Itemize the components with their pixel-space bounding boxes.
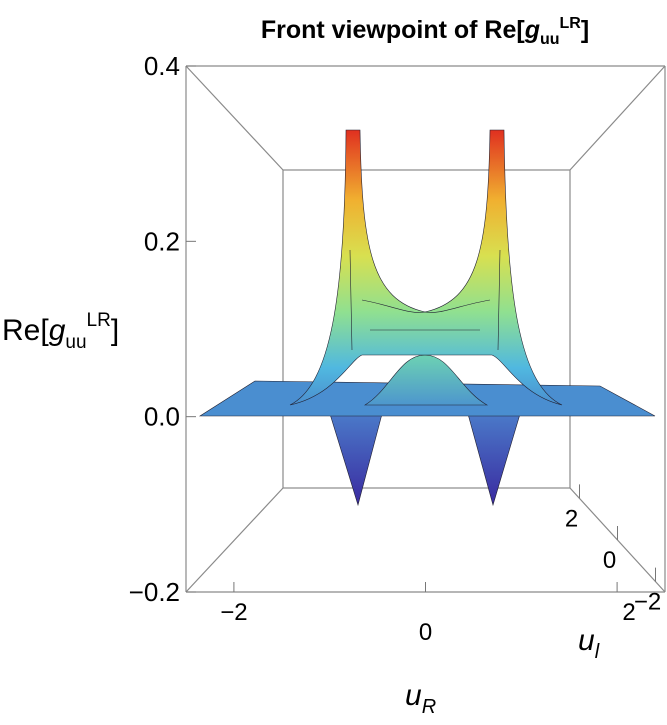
z-tick-label: 0.2 <box>144 226 180 256</box>
x-tick-label: 2 <box>622 599 635 626</box>
bump <box>363 354 489 406</box>
title-text: ] <box>581 16 589 44</box>
surface <box>198 129 656 507</box>
dip <box>467 413 521 507</box>
label-sub: uu <box>65 332 86 353</box>
bounding-box <box>185 65 666 593</box>
label-symbol: g <box>49 314 66 347</box>
label-text: Re[ <box>2 314 49 347</box>
y-tick-label: 0 <box>603 547 616 574</box>
ridge <box>289 129 563 406</box>
title-sub: uu <box>540 31 560 48</box>
z-axis-label: Re[guuLR] <box>2 310 119 353</box>
label-text: ] <box>111 314 119 347</box>
z-tick-label: −0.2 <box>129 577 180 607</box>
label-sub: l <box>595 641 600 663</box>
y-tick-label: 2 <box>565 505 578 532</box>
label-symbol: u <box>405 679 422 712</box>
label-sub: R <box>422 696 436 718</box>
label-symbol: u <box>578 624 595 657</box>
label-sup: LR <box>87 310 111 331</box>
x-tick-label: −2 <box>220 599 247 626</box>
y-axis-label: ul <box>578 624 600 663</box>
chart-title: Front viewpoint of Re[guuLR] <box>261 15 589 48</box>
title-symbol: g <box>524 16 540 44</box>
dip <box>329 413 383 507</box>
z-tick-label: 0.0 <box>144 402 180 432</box>
x-axis-label: uR <box>405 679 436 718</box>
y-tick-label: −2 <box>634 589 661 616</box>
x-tick-label: 0 <box>419 619 432 646</box>
title-text: Front viewpoint of Re[ <box>261 16 526 44</box>
title-sup: LR <box>560 15 582 32</box>
z-tick-label: 0.4 <box>144 51 180 81</box>
